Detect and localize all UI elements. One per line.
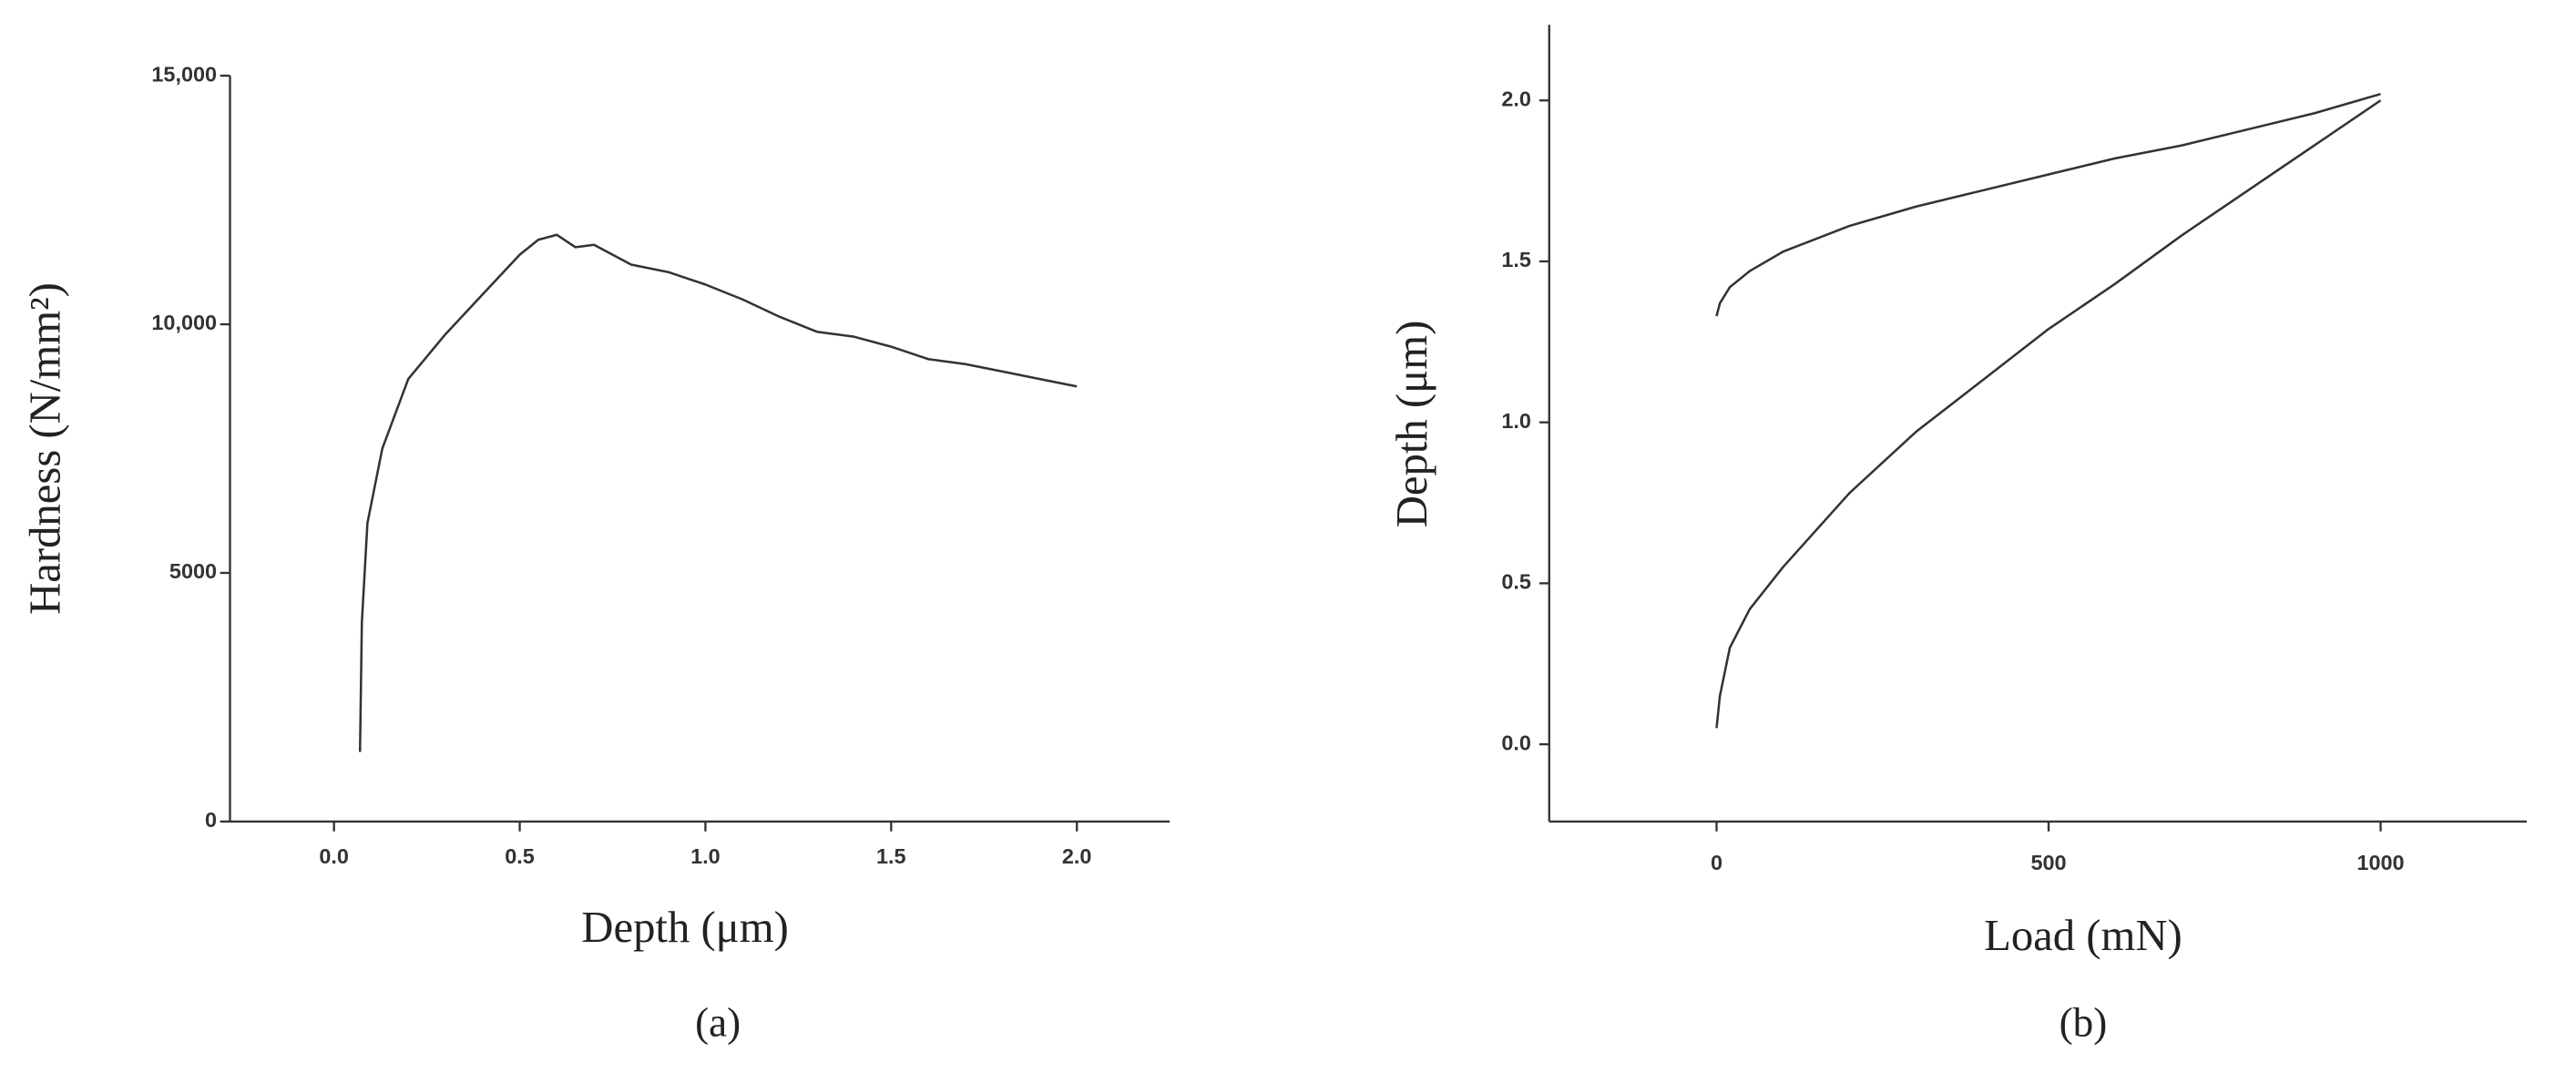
y-axis-label: Depth (μm) bbox=[1387, 321, 1436, 528]
y-tick-label: 1.0 bbox=[1501, 409, 1531, 433]
x-axis-label: Load (mN) bbox=[1984, 911, 2182, 960]
y-tick-label: 0.0 bbox=[1501, 731, 1531, 754]
x-tick-label: 1.0 bbox=[690, 844, 721, 868]
y-axis-label: Hardness (N/mm²) bbox=[20, 282, 69, 615]
data-line bbox=[1715, 99, 2382, 729]
y-tick-label: 0 bbox=[205, 808, 217, 832]
y-tick-label: 2.0 bbox=[1501, 87, 1531, 110]
y-tick-label: 5000 bbox=[169, 559, 217, 583]
data-line bbox=[1715, 92, 2381, 317]
data-line bbox=[358, 233, 1078, 752]
caption: (a) bbox=[695, 1000, 741, 1046]
x-tick-label: 1000 bbox=[2356, 851, 2404, 874]
x-tick-label: 0 bbox=[1711, 851, 1722, 874]
y-tick-label: 10,000 bbox=[151, 311, 217, 334]
x-tick-label: 0.0 bbox=[319, 844, 349, 868]
x-tick-label: 1.5 bbox=[876, 844, 906, 868]
x-tick-label: 0.5 bbox=[505, 844, 535, 868]
caption: (b) bbox=[2060, 1000, 2108, 1046]
x-tick-label: 500 bbox=[2030, 851, 2066, 874]
y-tick-label: 0.5 bbox=[1501, 570, 1531, 594]
x-axis-label: Depth (μm) bbox=[581, 903, 789, 952]
x-tick-label: 2.0 bbox=[1062, 844, 1092, 868]
y-tick-label: 15,000 bbox=[151, 62, 217, 86]
y-tick-label: 1.5 bbox=[1501, 248, 1531, 271]
